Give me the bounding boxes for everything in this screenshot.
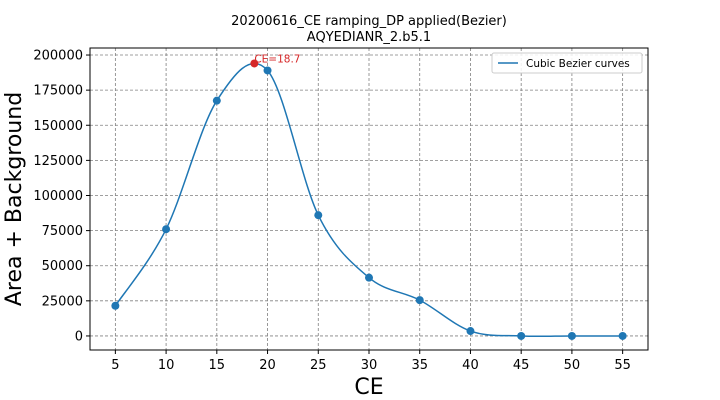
y-tick-label: 50000 xyxy=(42,259,83,274)
data-point xyxy=(517,331,526,340)
x-tick-label: 40 xyxy=(462,358,479,373)
data-point xyxy=(314,211,323,220)
x-axis-ticks: 5 10 15 20 25 30 35 40 45 50 55 xyxy=(111,350,631,373)
legend-box xyxy=(491,52,643,74)
x-tick-label: 10 xyxy=(158,358,175,373)
legend-label: Cubic Bezier curves xyxy=(526,58,630,70)
y-tick-label: 25000 xyxy=(42,294,83,309)
data-point xyxy=(415,296,424,305)
x-axis-label: CE xyxy=(354,375,383,400)
x-tick-label: 35 xyxy=(411,358,428,373)
y-axis-ticks: 0 25000 50000 75000 100000 125000 150000 175000… xyxy=(33,49,90,344)
annotation-label: CE=18.7 xyxy=(254,53,300,65)
x-tick-label: 30 xyxy=(361,358,378,373)
y-tick-label: 0 xyxy=(75,329,83,344)
max-point xyxy=(250,59,259,68)
data-point xyxy=(618,331,627,340)
y-tick-label: 200000 xyxy=(33,49,83,64)
x-tick-label: 50 xyxy=(564,358,581,373)
data-point xyxy=(111,301,120,310)
y-tick-label: 150000 xyxy=(33,119,83,134)
annotation: CE=18.7 xyxy=(250,53,301,68)
chart-title-line-1: 20200616_CE ramping_DP applied(Bezier) xyxy=(231,14,507,29)
data-point xyxy=(263,66,272,75)
x-tick-label: 55 xyxy=(614,358,631,373)
x-tick-label: 5 xyxy=(111,358,119,373)
x-tick-label: 15 xyxy=(209,358,226,373)
y-axis-label: Area + Background xyxy=(2,92,27,306)
data-point xyxy=(365,273,373,282)
legend: Cubic Bezier curves xyxy=(491,52,643,74)
data-point xyxy=(212,96,221,105)
x-tick-label: 20 xyxy=(259,358,276,373)
y-tick-label: 100000 xyxy=(33,189,83,204)
data-point xyxy=(162,225,171,234)
data-point xyxy=(567,331,576,340)
data-point xyxy=(466,327,475,336)
x-tick-label: 25 xyxy=(310,358,327,373)
data-points xyxy=(111,66,627,340)
x-tick-label: 45 xyxy=(513,358,530,373)
y-tick-label: 125000 xyxy=(33,154,83,169)
y-tick-label: 175000 xyxy=(33,84,83,99)
chart-title-line-2: AQYEDIANR_2.b5.1 xyxy=(307,30,431,45)
y-tick-label: 75000 xyxy=(42,224,83,239)
